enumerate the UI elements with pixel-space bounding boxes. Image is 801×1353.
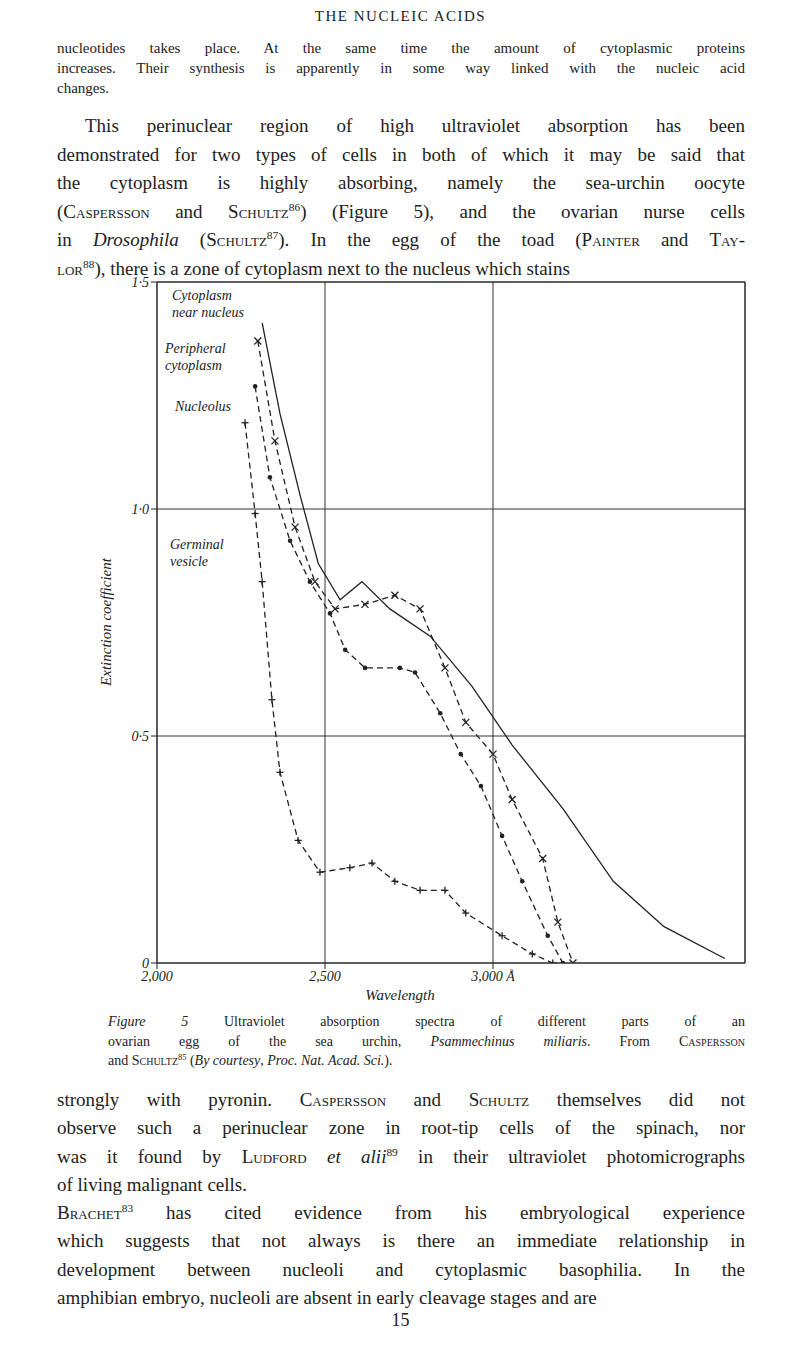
html-text:development between nucleoli a: development between nucleoli and cytopla… [57,1258,745,1280]
html-text:This perinuclear region of hig: This perinuclear region of high ultravio… [85,115,745,136]
svg-text:2,500: 2,500 [309,969,341,984]
html-text:nucleotides takes place. At th: nucleotides takes place. At the same tim… [57,40,745,56]
html-text:(Caspersson and Schultz86) (Fi: (Caspersson and Schultz86) (Figure 5), a… [57,200,745,222]
html-text:ovarian egg of the sea urchin,: ovarian egg of the sea urchin, Psammechi… [108,1033,745,1049]
html-text:strongly with pyronin. Caspers: strongly with pyronin. Caspersson and Sc… [57,1089,745,1110]
html-text:which suggests that not always: which suggests that not always is there … [57,1230,745,1252]
html-text:of living malignant cells.: of living malignant cells. [57,1173,247,1195]
html-text:was it found by Ludford: was it found by Ludford [57,1145,307,1167]
html-text:the cytoplasm is highly absorb: the cytoplasm is highly absorbing, namel… [57,172,745,193]
svg-text:3,000 Å: 3,000 Å [470,969,515,984]
html-text:Extinction coefficient: Extinction coefficient [98,558,114,686]
html-text:increases. Their synthesis is: increases. Their synthesis is apparently… [57,60,745,76]
html-text:Brachet83has cited evidence fr: Brachet83has cited evidence from his emb… [57,1202,745,1224]
html-text:5 Ultraviolet absorption spect: 5 Ultraviolet absorption spectra of diff… [181,1014,745,1029]
html-text:in Drosophila (Schultz87). In: in Drosophila (Schultz87). In the egg of… [57,229,745,250]
html-text:amphibian embryo, nucleoli are: amphibian embryo, nucleoli are absent in… [57,1287,597,1309]
html-text:THE NUCLEIC ACIDS: THE NUCLEIC ACIDS [314,8,487,24]
html-text:Wavelength: Wavelength [365,987,435,1003]
html-text:Figure: Figure [108,1014,146,1029]
html-text:Cytoplasm near nucleus: Cytoplasm near nucleus [172,288,244,320]
svg-text:1·5: 1·5 [132,275,150,290]
html-text:lor88), there is a zone of cyt: lor88), there is a zone of cytoplasm nex… [57,257,570,279]
svg-text:0: 0 [142,956,149,971]
html-text:Nucleolus: Nucleolus [175,399,231,414]
svg-text:1·0: 1·0 [132,502,150,517]
html-text:Germinal vesicle: Germinal vesicle [170,537,224,569]
svg-text:0·5: 0·5 [132,729,150,744]
html-text:demonstrated for two types of: demonstrated for two types of cells in b… [57,143,745,165]
html-text:changes.: changes. [57,80,110,96]
html-text:and Schultz85(By courtesy, Pro: and Schultz85(By courtesy, Proc. Nat. Ac… [108,1053,393,1068]
html-text:et alii89in their ultraviolet: et alii89in their ultraviolet photomicro… [327,1145,745,1167]
html-text:Peripheral cytoplasm: Peripheral cytoplasm [165,341,226,373]
html-text:observe such a perinuclear zon: observe such a perinuclear zone in root-… [57,1117,745,1139]
svg-text:2,000: 2,000 [141,969,173,984]
html-text:15: 15 [391,1310,410,1330]
